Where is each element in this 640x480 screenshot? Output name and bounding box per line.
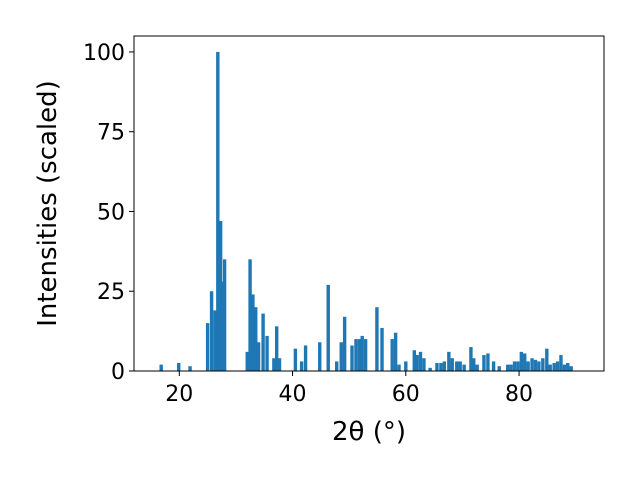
plot-frame [133,35,605,372]
bar [537,361,541,371]
bar [455,361,459,371]
y-tick-label: 25 [97,280,125,305]
bar [360,335,364,371]
bar [415,355,419,371]
bar [375,307,379,371]
bar [363,339,368,371]
bar [458,361,462,371]
bars-group [159,51,573,371]
bar [482,355,486,371]
bar [516,361,520,371]
bar [447,351,451,371]
bar [418,351,423,371]
bar [469,347,473,371]
x-tick-label: 20 [165,382,193,407]
bar [393,332,398,371]
bar [569,366,573,371]
bar [506,364,510,371]
bar [205,323,210,371]
bar [293,348,298,371]
x-tick-label: 60 [392,382,420,407]
bar [248,259,252,371]
bar [552,363,556,371]
bar [159,364,163,371]
bar [357,339,362,371]
bar [519,351,524,371]
bar [548,364,552,371]
bar [299,361,304,371]
bar [265,335,269,371]
x-tick-label: 40 [279,382,307,407]
bar [256,342,261,371]
bar [188,366,192,371]
x-axis-ticks: 20 40 60 80 [165,371,533,407]
bar [222,259,227,371]
bar [439,363,443,371]
y-axis-ticks: 0 25 50 75 100 [83,41,134,385]
bar [566,363,570,371]
bar [397,364,401,371]
y-tick-label: 0 [111,360,125,385]
bar [442,361,447,371]
bar [220,281,225,371]
bar [497,366,501,371]
bar [512,361,517,371]
bar [254,307,258,371]
bar [245,351,249,371]
bar [422,358,426,371]
bar [533,359,538,371]
bar [275,326,279,371]
y-tick-label: 50 [97,200,125,225]
y-tick-label: 100 [83,41,125,66]
bar [335,361,339,371]
bar [435,363,439,371]
bar [428,367,432,371]
bar [342,316,347,371]
bar [555,361,560,371]
y-axis-label: Intensities (scaled) [33,80,63,327]
bar [509,364,513,371]
bar [303,345,308,371]
bar [350,345,354,371]
bar [486,353,490,371]
bar [209,291,214,371]
x-axis-label: 2θ (°) [332,417,406,447]
bar [559,355,563,371]
bar [213,310,217,371]
bar [318,342,322,371]
bar [562,364,567,371]
bar [541,358,545,371]
bar [390,339,394,371]
bar [354,339,358,371]
bar [216,51,220,371]
bar [545,348,549,371]
bar [277,358,282,371]
bar [462,364,466,371]
bar [272,358,276,371]
bar [261,313,265,371]
bar [412,350,416,371]
bar [523,353,527,371]
bar [530,358,534,371]
bar [491,361,496,371]
bar [177,363,181,371]
y-tick-label: 75 [97,121,125,146]
bar [251,294,255,371]
bar [475,364,479,371]
bar [472,358,476,371]
bar [326,284,330,371]
bar [450,358,454,371]
bar [526,361,530,371]
bar [380,327,384,371]
x-tick-label: 80 [505,382,533,407]
bar [339,342,343,371]
bar [404,361,408,371]
